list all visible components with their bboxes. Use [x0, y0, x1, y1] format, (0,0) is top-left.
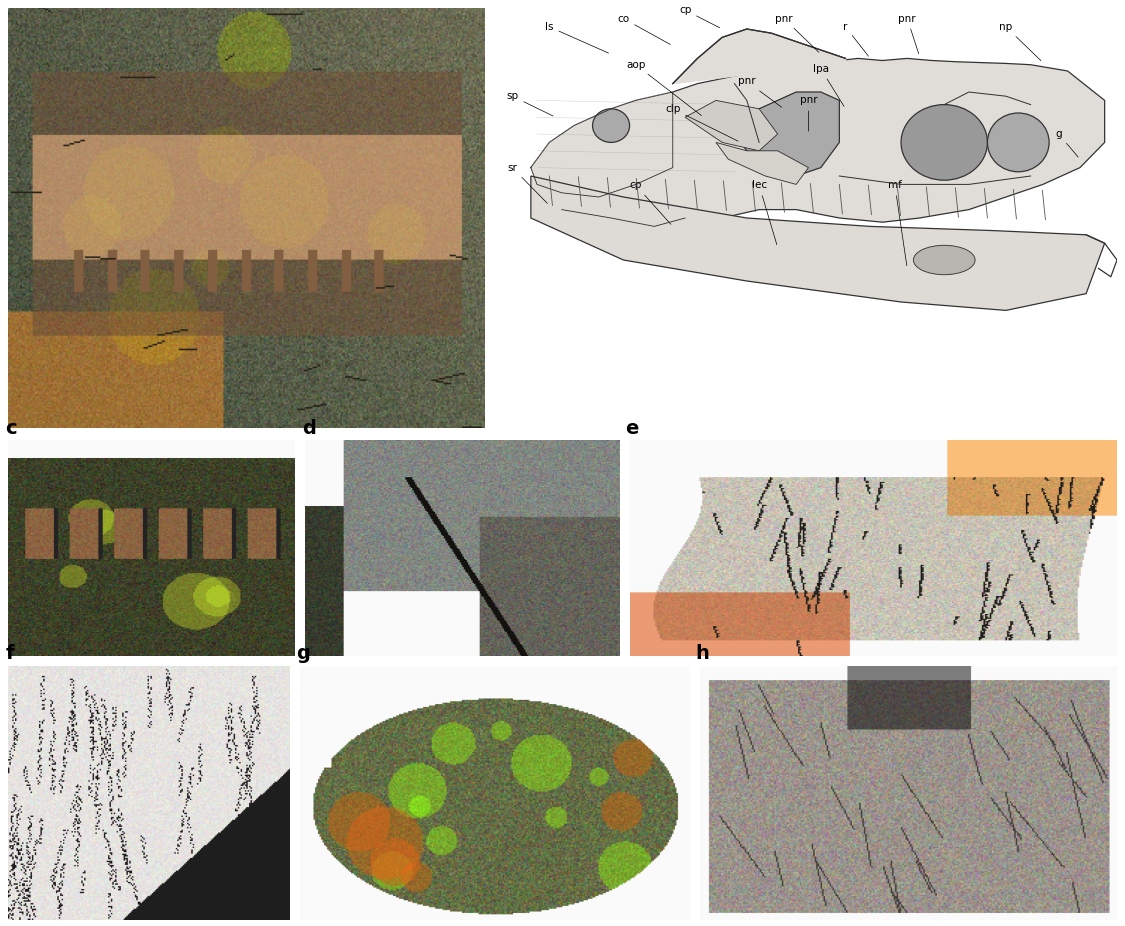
- Text: b: b: [494, 0, 507, 4]
- Text: a: a: [3, 0, 17, 4]
- Polygon shape: [673, 29, 846, 83]
- Text: g: g: [296, 644, 310, 663]
- Text: pnr: pnr: [775, 14, 819, 52]
- Text: r: r: [844, 22, 868, 56]
- Text: cp: cp: [678, 6, 720, 28]
- Polygon shape: [531, 92, 673, 197]
- Text: clp: clp: [665, 104, 738, 141]
- Ellipse shape: [988, 113, 1050, 172]
- Text: mf: mf: [888, 181, 907, 266]
- Polygon shape: [685, 100, 777, 151]
- Text: f: f: [6, 644, 14, 663]
- Polygon shape: [531, 176, 1105, 310]
- Polygon shape: [531, 58, 1105, 226]
- Ellipse shape: [593, 108, 630, 143]
- Text: g: g: [1055, 129, 1078, 157]
- Text: d: d: [302, 419, 316, 438]
- Text: sp: sp: [506, 91, 554, 116]
- Text: h: h: [696, 644, 710, 663]
- Text: co: co: [618, 14, 670, 44]
- Ellipse shape: [914, 245, 975, 275]
- Text: sr: sr: [507, 163, 548, 204]
- Polygon shape: [716, 143, 809, 184]
- Text: lec: lec: [752, 181, 777, 244]
- Text: e: e: [626, 419, 639, 438]
- Text: pnr: pnr: [738, 77, 782, 107]
- Polygon shape: [735, 92, 839, 176]
- Text: cp: cp: [630, 181, 670, 224]
- Text: pnr: pnr: [800, 95, 817, 131]
- Text: ls: ls: [546, 22, 609, 53]
- Text: pnr: pnr: [899, 14, 919, 54]
- Ellipse shape: [901, 105, 988, 181]
- Text: aop: aop: [626, 59, 701, 116]
- Text: lpa: lpa: [813, 64, 844, 106]
- Text: c: c: [6, 419, 17, 438]
- Text: np: np: [999, 22, 1041, 61]
